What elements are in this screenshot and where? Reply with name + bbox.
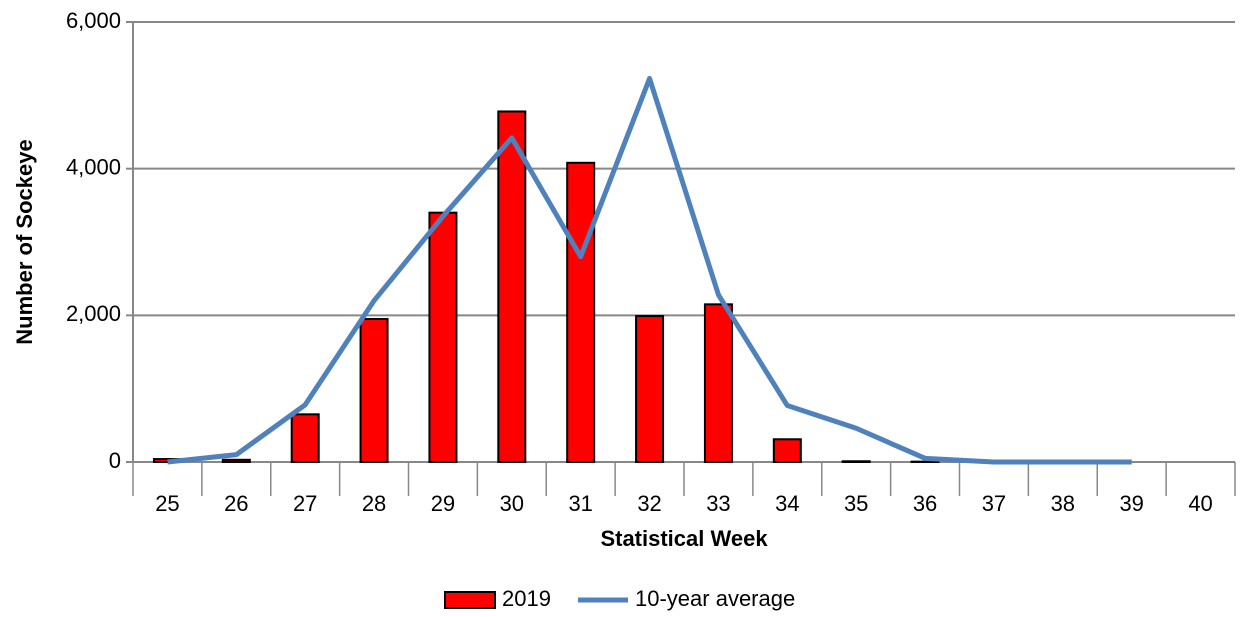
y-tick-label: 4,000 [66, 154, 121, 179]
bar [703, 303, 733, 464]
x-tick-label: 25 [155, 491, 179, 516]
x-tick-label: 33 [706, 491, 730, 516]
legend-label: 10-year average [635, 586, 795, 611]
y-tick-label: 2,000 [66, 301, 121, 326]
y-axis-title: Number of Sockeye [12, 139, 37, 344]
x-tick-label: 28 [362, 491, 386, 516]
x-tick-label: 35 [844, 491, 868, 516]
bar [635, 315, 665, 464]
x-tick-label: 39 [1119, 491, 1143, 516]
x-tick-label: 31 [568, 491, 592, 516]
x-tick-label: 30 [500, 491, 524, 516]
bar [221, 458, 251, 463]
y-tick-label: 0 [109, 448, 121, 473]
x-tick-label: 37 [982, 491, 1006, 516]
x-axis-title: Statistical Week [600, 526, 768, 551]
legend-label: 2019 [502, 586, 551, 611]
bar [359, 318, 389, 463]
bar [497, 110, 527, 463]
bar [841, 460, 871, 463]
bar [566, 161, 596, 464]
x-tick-label: 29 [431, 491, 455, 516]
bar [428, 211, 458, 463]
line [167, 75, 1132, 465]
legend-swatch [444, 591, 496, 609]
x-tick-label: 32 [637, 491, 661, 516]
y-tick-label: 6,000 [66, 8, 121, 33]
bar [290, 413, 320, 464]
x-tick-label: 36 [913, 491, 937, 516]
x-tick-label: 38 [1051, 491, 1075, 516]
x-tick-label: 26 [224, 491, 248, 516]
x-tick-label: 40 [1188, 491, 1212, 516]
x-tick-label: 27 [293, 491, 317, 516]
bar [772, 438, 802, 463]
x-tick-label: 34 [775, 491, 799, 516]
